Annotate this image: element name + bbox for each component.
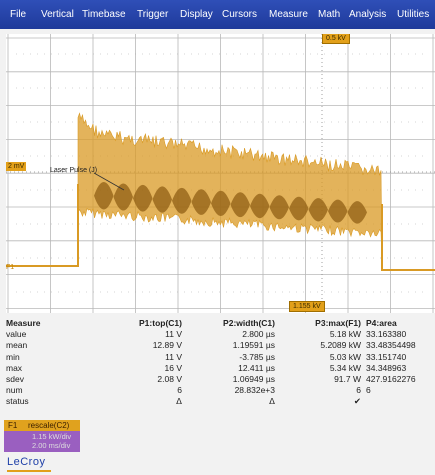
measure-header-cell[interactable]: P4:area — [366, 318, 397, 328]
trace-baseline-right — [381, 204, 435, 271]
measure-cell: 1.06949 µs — [232, 374, 275, 384]
measure-cell: 91.7 W — [334, 374, 361, 384]
measure-cell: sdev — [6, 374, 24, 384]
measure-cell: 5.2089 kW — [320, 340, 361, 351]
f1-beat-pattern — [94, 181, 367, 224]
measure-cell: 2.08 V — [157, 374, 182, 384]
scope-screen: 0.5 kV 1.155 kV 2 mV F1 Laser Pulse (J) — [6, 34, 435, 313]
measure-cell: 33.48354498 — [366, 340, 416, 351]
f1-trace-tag[interactable]: F1 — [6, 264, 15, 271]
measure-header-cell[interactable]: P2:width(C1) — [223, 318, 275, 328]
measure-cell: 11 V — [165, 329, 182, 340]
measure-row-mean: mean 12.89 V 1.19591 µs 5.2089 kW 33.4835449… — [0, 340, 435, 351]
trigger-level-marker-bottom[interactable]: 1.155 kV — [289, 301, 325, 312]
measure-cell: -3.785 µs — [239, 351, 275, 362]
f1-descriptor-op: rescale(C2) — [28, 421, 70, 430]
menu-item-vertical[interactable]: Vertical — [41, 9, 74, 20]
measure-cell: 5.18 kW — [329, 329, 361, 340]
measure-cell: ⵠ — [176, 396, 182, 407]
measure-cell: ⵠ — [269, 396, 275, 407]
menu-item-display[interactable]: Display — [180, 9, 213, 20]
menu-item-math[interactable]: Math — [318, 9, 341, 20]
measure-cell: 427.9162276 — [366, 374, 416, 384]
measure-cell: 28.832e+3 — [234, 385, 275, 396]
f1-vertical-scale: 1.15 kW/div — [32, 432, 72, 441]
menu-item-cursors[interactable]: Cursors — [222, 9, 258, 20]
measure-cell: 33.163380 — [366, 329, 407, 340]
measure-cell: mean — [6, 340, 28, 351]
measure-header-cell[interactable]: P3:max(F1) — [315, 318, 361, 328]
measure-cell: ✔ — [353, 396, 361, 407]
measure-cell: 16 V — [164, 362, 183, 373]
measure-header-cell[interactable]: P1:top(C1) — [139, 318, 182, 328]
measure-cell: 6 — [366, 385, 371, 396]
waveform-display — [6, 34, 435, 313]
measure-cell: 12.411 µs — [238, 362, 275, 373]
menu-item-measure[interactable]: Measure — [269, 9, 308, 20]
measure-row-sdev: sdev 2.08 V 1.06949 µs 91.7 W 427.9162276 — [0, 374, 435, 385]
brand-underline — [7, 470, 51, 472]
measure-cell: 2.800 µs — [242, 329, 275, 340]
f1-descriptor-name: F1 — [8, 421, 18, 430]
measure-row-max: max 16 V 12.411 µs 5.34 kW 34.348963 — [0, 363, 435, 374]
measure-cell: status — [6, 396, 29, 407]
measure-cell: value — [6, 329, 27, 340]
menu-item-utilities[interactable]: Utilities — [397, 9, 430, 20]
f1-trace-descriptor[interactable]: F1 rescale(C2) 1.15 kW/div 2.00 ms/div — [4, 420, 80, 452]
measure-row-value: value 11 V 2.800 µs 5.18 kW 33.163380 — [0, 329, 435, 340]
measure-cell: 11 V — [165, 351, 182, 362]
measurement-table: Measure P1:top(C1) P2:width(C1) P3:max(F1) P… — [0, 318, 435, 413]
trace-annotation: Laser Pulse (J) — [50, 167, 98, 174]
measure-header-cell[interactable]: Measure — [6, 318, 41, 328]
trigger-level-marker-top[interactable]: 0.5 kV — [322, 34, 350, 44]
f1-descriptor-title: F1 rescale(C2) — [4, 420, 80, 431]
trace-baseline-left — [6, 184, 79, 267]
menu-bar: File Vertical Timebase Trigger Display Cursor… — [0, 0, 435, 29]
measure-cell: max — [6, 362, 23, 373]
menu-item-file[interactable]: File — [10, 9, 27, 20]
measure-cell: 33.151740 — [366, 351, 407, 362]
measure-cell: num — [6, 385, 23, 396]
measure-cell: 5.03 kW — [329, 351, 361, 362]
measure-cell: min — [6, 351, 20, 362]
channel-offset-tag[interactable]: 2 mV — [6, 162, 27, 171]
measure-row-min: min 11 V -3.785 µs 5.03 kW 33.151740 — [0, 352, 435, 363]
brand-logo: LeCroy — [7, 456, 46, 468]
measure-cell: 6 — [356, 385, 361, 396]
measure-cell: 5.34 kW — [329, 362, 361, 373]
menu-item-timebase[interactable]: Timebase — [82, 9, 126, 20]
measure-cell: 34.348963 — [366, 362, 407, 373]
menu-item-trigger[interactable]: Trigger — [137, 9, 169, 20]
measure-row-num: num 6 28.832e+3 6 6 — [0, 385, 435, 396]
measure-cell: 6 — [177, 385, 182, 396]
measure-cell: 12.89 V — [152, 340, 182, 351]
measure-cell: 1.19591 µs — [232, 340, 275, 351]
menu-item-analysis[interactable]: Analysis — [349, 9, 387, 20]
measure-header-row: Measure P1:top(C1) P2:width(C1) P3:max(F1) P… — [0, 318, 435, 329]
measure-row-status: status ⵠ ⵠ ✔ — [0, 396, 435, 407]
f1-horizontal-scale: 2.00 ms/div — [32, 441, 71, 450]
annotation-pointer — [93, 172, 125, 191]
